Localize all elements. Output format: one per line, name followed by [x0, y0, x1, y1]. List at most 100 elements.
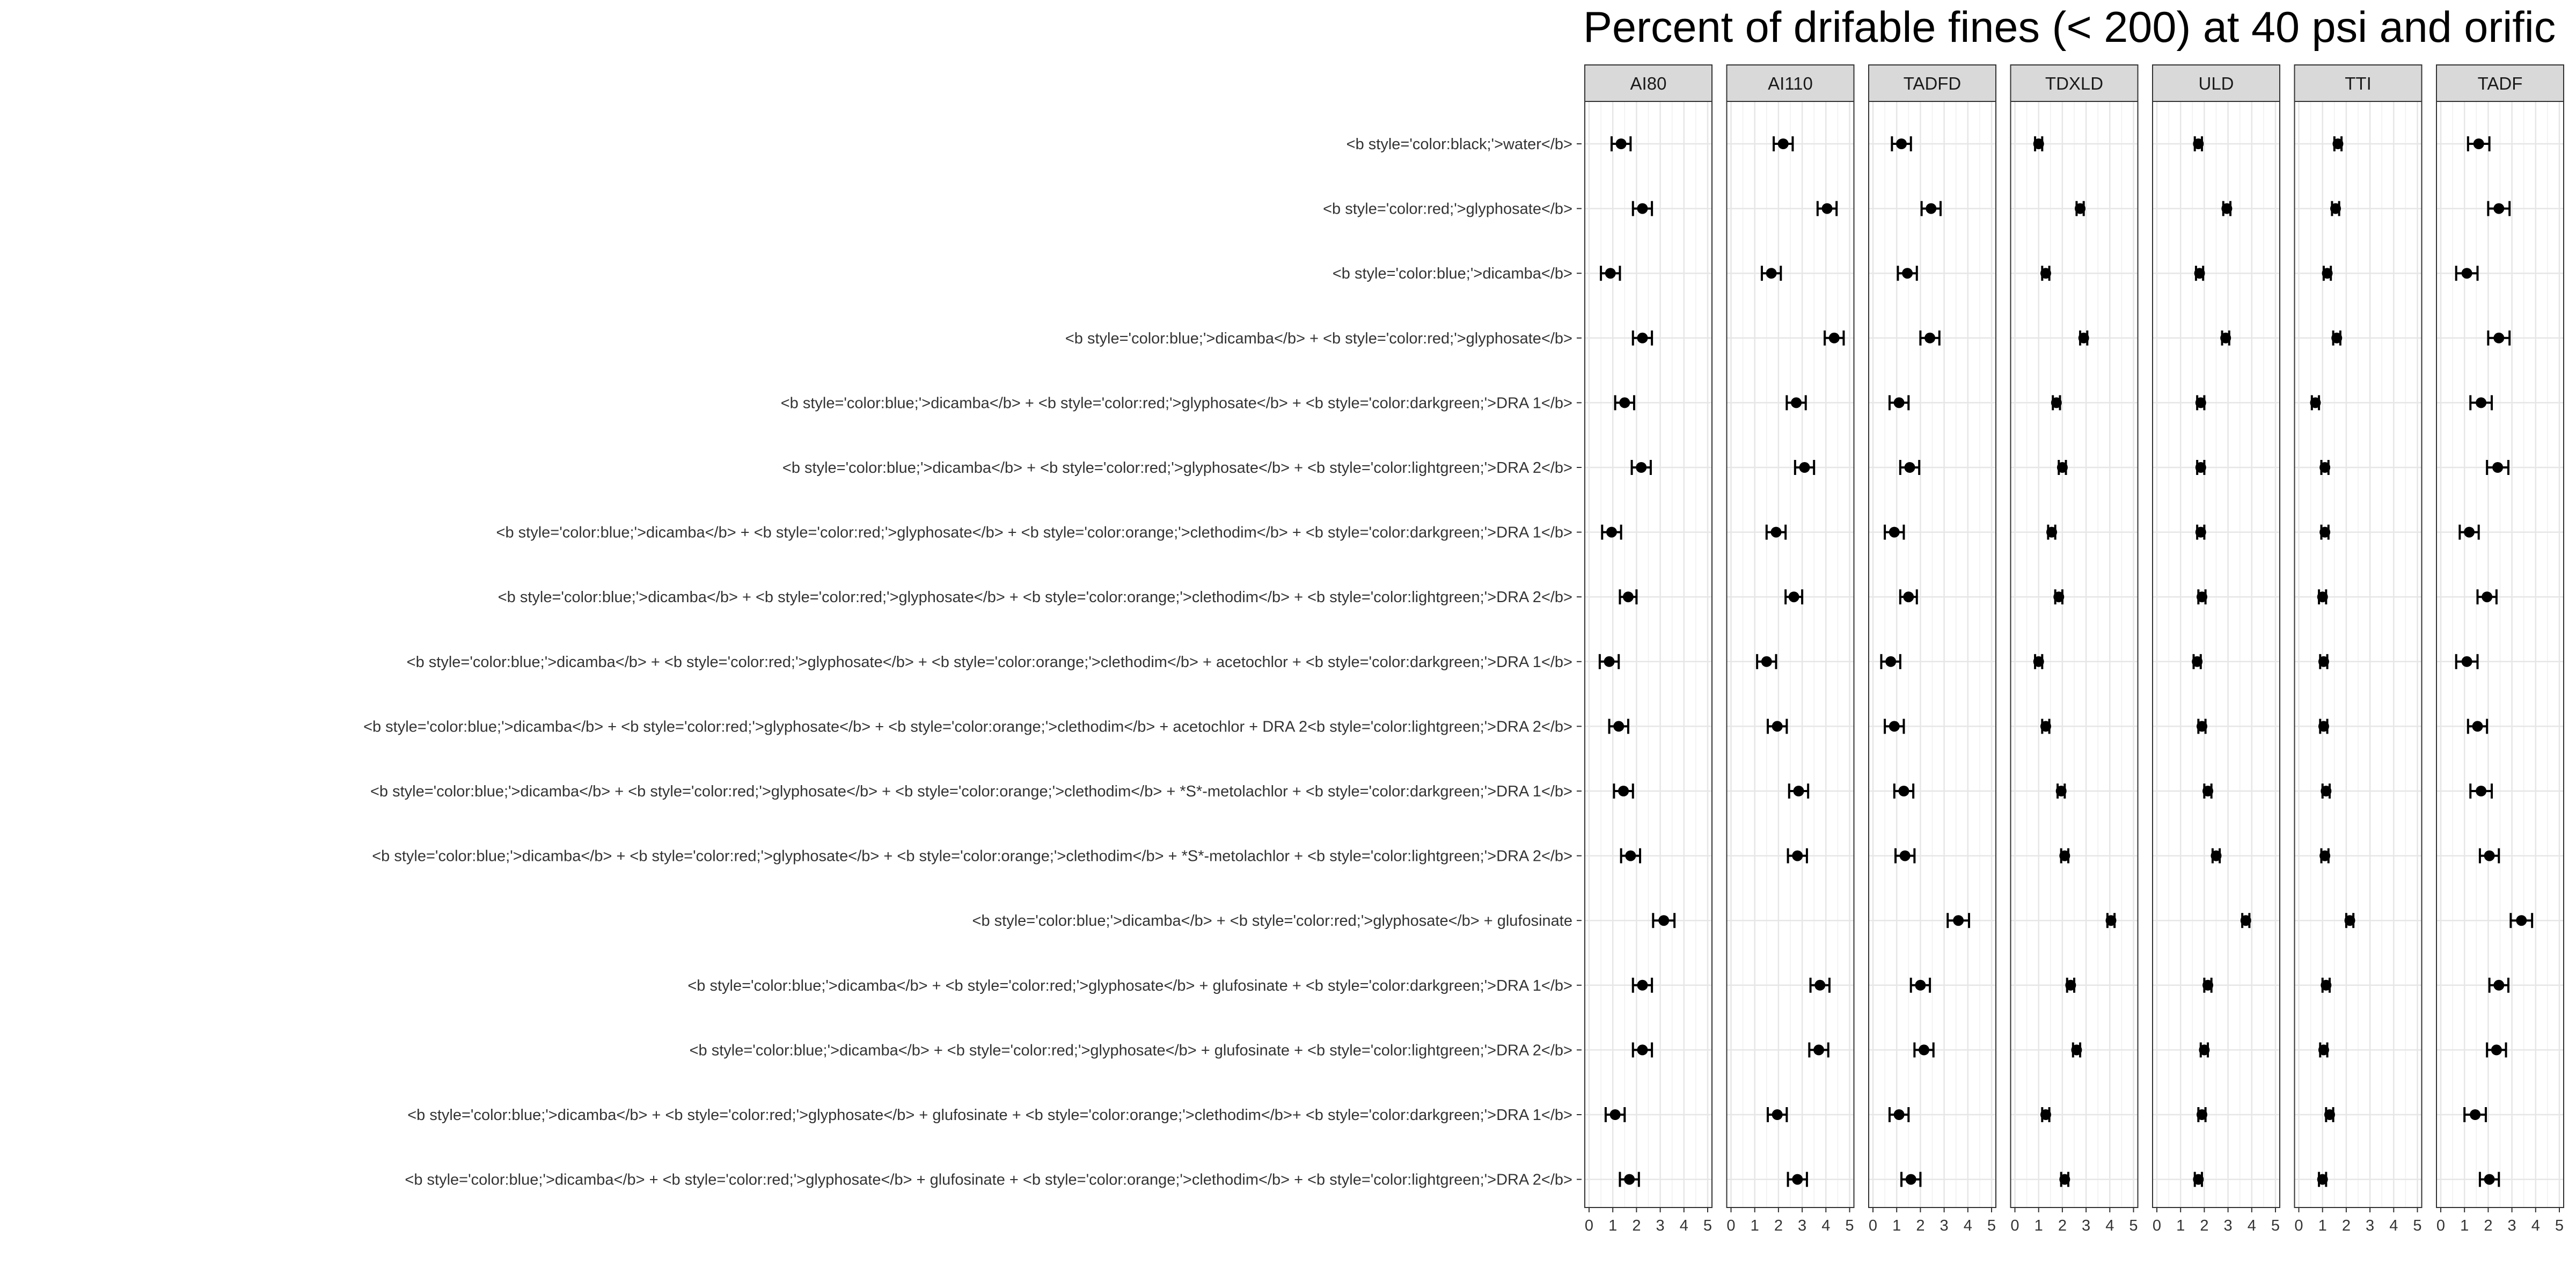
x-tick-label: 1	[2460, 1217, 2469, 1234]
data-point	[1889, 526, 1900, 538]
data-point	[1889, 721, 1900, 732]
data-point	[1788, 591, 1799, 603]
data-point	[2046, 526, 2058, 538]
data-point	[1609, 1109, 1621, 1120]
x-tick-label: 3	[1940, 1217, 1949, 1234]
data-point	[1903, 591, 1914, 603]
data-point	[2202, 979, 2214, 991]
x-tick-label: 0	[1869, 1217, 1877, 1234]
x-tick-label: 3	[2508, 1217, 2516, 1234]
facet-strip-label: AI80	[1630, 74, 1667, 93]
data-point	[1636, 462, 1647, 473]
data-point	[2331, 332, 2343, 343]
data-point	[1893, 397, 1905, 408]
data-point	[2105, 915, 2117, 926]
data-point	[1625, 850, 1636, 861]
data-point	[2318, 656, 2329, 667]
data-point	[2051, 397, 2062, 408]
facet-panel-tadf: TADF 0 1 2 3 4 5	[2436, 64, 2564, 1234]
panel-border	[2294, 101, 2423, 1208]
data-point	[2491, 1044, 2502, 1056]
x-tick-label: 0	[2436, 1217, 2445, 1234]
x-tick-label: 0	[2010, 1217, 2019, 1234]
data-point	[2075, 203, 2086, 214]
x-tick-label: 5	[1703, 1217, 1712, 1234]
data-point	[2195, 462, 2206, 473]
data-point	[2211, 850, 2222, 861]
data-point	[2240, 915, 2251, 926]
data-point	[1821, 203, 1833, 214]
data-point	[1637, 1044, 1648, 1056]
data-point	[2195, 526, 2206, 538]
data-point	[2059, 850, 2070, 861]
data-point	[1606, 526, 1617, 538]
data-point	[1766, 268, 1777, 279]
data-point	[1885, 656, 1897, 667]
y-tick-label: <b style='color:blue;'>dicamba</b> + <b …	[690, 1042, 1572, 1059]
x-tick-label: 3	[2224, 1217, 2233, 1234]
data-point	[1637, 332, 1648, 343]
data-point	[2194, 268, 2205, 279]
y-tick-label: <b style='color:blue;'>dicamba</b> + <b …	[496, 524, 1572, 541]
data-point	[2476, 786, 2487, 796]
data-point	[2033, 138, 2044, 149]
data-point	[2071, 1044, 2082, 1056]
data-point	[2220, 332, 2231, 343]
y-tick-label: <b style='color:blue;'>dicamba</b> + <b …	[1065, 330, 1572, 347]
facet-strip	[2294, 64, 2423, 102]
data-point	[2493, 203, 2505, 214]
facet-strip	[2010, 64, 2139, 102]
data-point	[2193, 138, 2204, 149]
x-tick-label: 2	[2484, 1217, 2492, 1234]
x-tick-label: 1	[1608, 1217, 1617, 1234]
facet-strip	[2152, 64, 2280, 102]
data-point	[2055, 786, 2067, 796]
facet-panel-ai110: AI110 0 1 2 3 4 5	[1726, 64, 1855, 1234]
data-point	[1899, 850, 1911, 861]
data-point	[2033, 656, 2044, 667]
x-tick-label: 2	[1774, 1217, 1783, 1234]
facet-strip	[1584, 64, 1713, 102]
y-tick-label: <b style='color:blue;'>dicamba</b> + <b …	[370, 783, 1572, 800]
x-tick-label: 5	[2413, 1217, 2421, 1234]
data-point	[2330, 203, 2341, 214]
data-point	[1637, 203, 1648, 214]
x-tick-label: 1	[2318, 1217, 2327, 1234]
y-axis-labels: <b style='color:black;'>water</b> <b styl…	[363, 136, 1582, 1189]
data-point	[1772, 1109, 1783, 1120]
x-tick-label: 2	[2342, 1217, 2351, 1234]
x-tick-label: 3	[2082, 1217, 2090, 1234]
data-point	[2040, 721, 2051, 732]
data-point	[1624, 1174, 1635, 1185]
x-tick-label: 5	[2555, 1217, 2564, 1234]
data-point	[1604, 656, 1615, 667]
data-point	[1926, 203, 1937, 214]
facet-strip-label: TADFD	[1904, 74, 1962, 93]
data-point	[2472, 721, 2483, 732]
data-point	[1619, 397, 1630, 408]
y-tick-label: <b style='color:blue;'>dicamba</b>	[1333, 265, 1572, 282]
x-tick-label: 2	[2058, 1217, 2067, 1234]
y-tick-label: <b style='color:blue;'>dicamba</b> + <b …	[781, 394, 1572, 412]
facet-panel-tadfd: TADFD 0 1 2 3 4 5	[1868, 64, 1996, 1234]
facet-strip-label: ULD	[2198, 74, 2234, 93]
chart-title: Percent of drifable fines (< 200) at 40 …	[1583, 3, 2556, 52]
data-point	[1904, 462, 1915, 473]
data-point	[2318, 1044, 2329, 1056]
data-point	[1813, 1044, 1825, 1056]
x-tick-label: 4	[1821, 1217, 1830, 1234]
y-tick-label: <b style='color:blue;'>dicamba</b> + <b …	[372, 848, 1572, 865]
data-point	[1615, 138, 1627, 149]
facet-strip	[1726, 64, 1855, 102]
data-point	[2484, 1174, 2495, 1185]
x-tick-label: 5	[1987, 1217, 1996, 1234]
panel-border	[2436, 101, 2564, 1208]
data-point	[1915, 979, 1926, 991]
data-point	[1953, 915, 1964, 926]
data-point	[2192, 656, 2203, 667]
data-point	[1605, 268, 1616, 279]
facet-strip	[1868, 64, 1996, 102]
data-point	[2318, 721, 2329, 732]
data-point	[1622, 591, 1634, 603]
